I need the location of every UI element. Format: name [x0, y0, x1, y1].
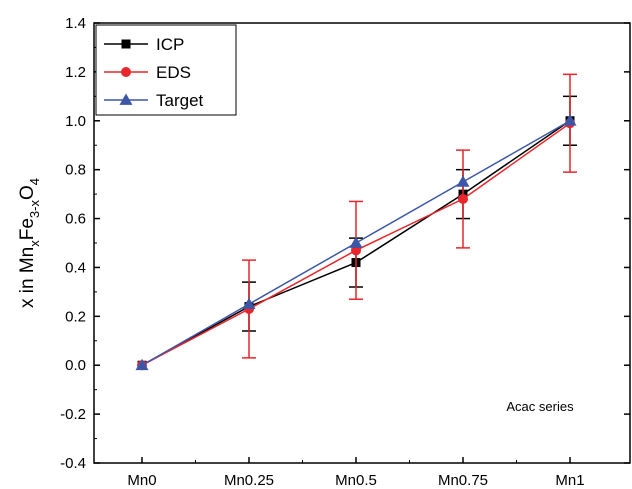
legend-label: Target [156, 91, 204, 110]
y-tick-label: 0.2 [65, 308, 86, 325]
legend-item-eds: EDS [104, 63, 191, 82]
series-eds [137, 73, 577, 371]
y-axis-label: x in MnxFe3-xO4 [17, 178, 42, 308]
annotation: Acac series [506, 399, 574, 414]
y-tick-label: 0.8 [65, 162, 86, 179]
y-tick-label: -0.4 [60, 455, 86, 472]
data-point [563, 114, 577, 126]
legend: ICP EDS Target [95, 24, 237, 116]
x-tick-label: Mn0.25 [224, 472, 274, 489]
y-tick-label: 0.6 [65, 211, 86, 228]
data-point [349, 236, 363, 248]
series-layer [135, 73, 577, 371]
data-point [458, 194, 468, 204]
y-tick-label: -0.2 [60, 406, 86, 423]
y-tick-label: 1.4 [65, 15, 86, 32]
data-point [456, 175, 470, 187]
y-axis: -0.4 -0.2 0.0 0.2 0.4 0.6 0.8 1.0 1.2 1.4 [60, 15, 630, 472]
x-tick-label: Mn0 [127, 472, 156, 489]
legend-item-icp: ICP [104, 35, 184, 54]
y-tick-label: 0.0 [65, 357, 86, 374]
x-tick-label: Mn1 [555, 472, 584, 489]
y-tick-label: 1.0 [65, 113, 86, 130]
x-tick-label: Mn0.75 [438, 472, 488, 489]
series-target [135, 114, 577, 371]
data-point [135, 358, 149, 371]
data-point [121, 39, 131, 49]
y-tick-label: 1.2 [65, 64, 86, 81]
legend-label: ICP [156, 35, 184, 54]
series-icp [137, 95, 577, 370]
x-axis: Mn0 Mn0.25 Mn0.5 Mn0.75 Mn1 [127, 457, 585, 489]
x-tick-label: Mn0.5 [335, 472, 377, 489]
data-point [119, 93, 133, 105]
legend-item-target: Target [104, 91, 204, 110]
data-point [121, 67, 131, 77]
legend-label: EDS [156, 63, 191, 82]
y-tick-label: 0.4 [65, 259, 86, 276]
data-point [242, 297, 256, 309]
